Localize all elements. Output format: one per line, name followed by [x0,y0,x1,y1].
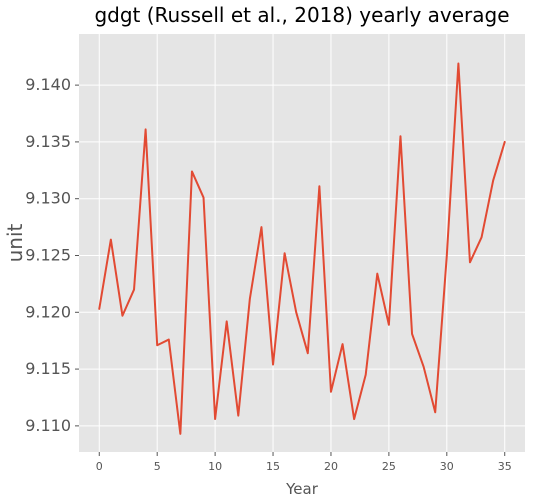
y-tick-label: 9.120 [25,302,71,321]
x-axis-label: Year [285,480,319,498]
y-axis-label: unit [3,223,27,262]
x-tick-label: 0 [96,460,103,473]
ticks: 0 5 10 15 20 25 30 35 9.110 9.115 9.120 9.125 9.130 9… [25,75,512,473]
series-layer [98,62,506,435]
y-tick-label: 9.140 [25,75,71,94]
chart-title: gdgt (Russell et al., 2018) yearly avera… [94,3,509,27]
y-tick-label: 9.115 [25,359,71,378]
x-tick-label: 35 [498,460,512,473]
y-tick-label: 9.125 [25,245,71,264]
x-tick-label: 20 [324,460,338,473]
y-tick-label: 9.130 [25,189,71,208]
x-tick-label: 5 [154,460,161,473]
series-line [98,62,506,435]
plot-background [79,34,525,452]
y-tick-label: 9.135 [25,132,71,151]
x-tick-label: 25 [382,460,396,473]
x-tick-label: 30 [440,460,454,473]
x-tick-label: 10 [208,460,222,473]
y-tick-label: 9.110 [25,416,71,435]
x-tick-label: 15 [266,460,280,473]
